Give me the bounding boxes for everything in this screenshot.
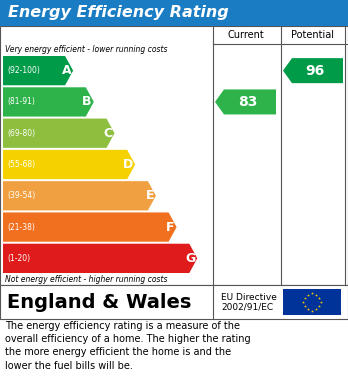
Polygon shape (283, 58, 343, 83)
Text: (81-91): (81-91) (7, 97, 35, 106)
Polygon shape (3, 212, 176, 242)
Bar (283, 289, 341, 315)
Text: C: C (103, 127, 112, 140)
Text: Not energy efficient - higher running costs: Not energy efficient - higher running co… (5, 275, 167, 284)
Text: 96: 96 (306, 64, 325, 78)
Text: EU Directive: EU Directive (221, 292, 277, 301)
Bar (0, 0, 348, 26)
Text: (1-20): (1-20) (7, 254, 30, 263)
Bar (0, 26, 348, 285)
Text: B: B (82, 95, 92, 108)
Text: Energy Efficiency Rating: Energy Efficiency Rating (8, 5, 229, 20)
Text: A: A (62, 64, 71, 77)
Text: (92-100): (92-100) (7, 66, 40, 75)
Polygon shape (215, 90, 276, 115)
Polygon shape (3, 244, 197, 273)
Polygon shape (3, 181, 156, 210)
Text: (21-38): (21-38) (7, 222, 35, 231)
Text: The energy efficiency rating is a measure of the
overall efficiency of a home. T: The energy efficiency rating is a measur… (5, 321, 251, 371)
Text: D: D (123, 158, 133, 171)
Text: F: F (166, 221, 175, 233)
Text: 2002/91/EC: 2002/91/EC (221, 303, 273, 312)
Polygon shape (3, 56, 73, 85)
Polygon shape (3, 118, 114, 148)
Text: England & Wales: England & Wales (7, 292, 191, 312)
Text: (69-80): (69-80) (7, 129, 35, 138)
Text: Very energy efficient - lower running costs: Very energy efficient - lower running co… (5, 45, 167, 54)
Text: 83: 83 (238, 95, 258, 109)
Text: Potential: Potential (292, 30, 334, 40)
Polygon shape (3, 87, 94, 117)
Text: Current: Current (227, 30, 264, 40)
Text: (39-54): (39-54) (7, 191, 35, 200)
Text: E: E (145, 189, 154, 202)
Bar (0, 285, 348, 319)
Polygon shape (3, 150, 135, 179)
Text: (55-68): (55-68) (7, 160, 35, 169)
Text: G: G (185, 252, 195, 265)
